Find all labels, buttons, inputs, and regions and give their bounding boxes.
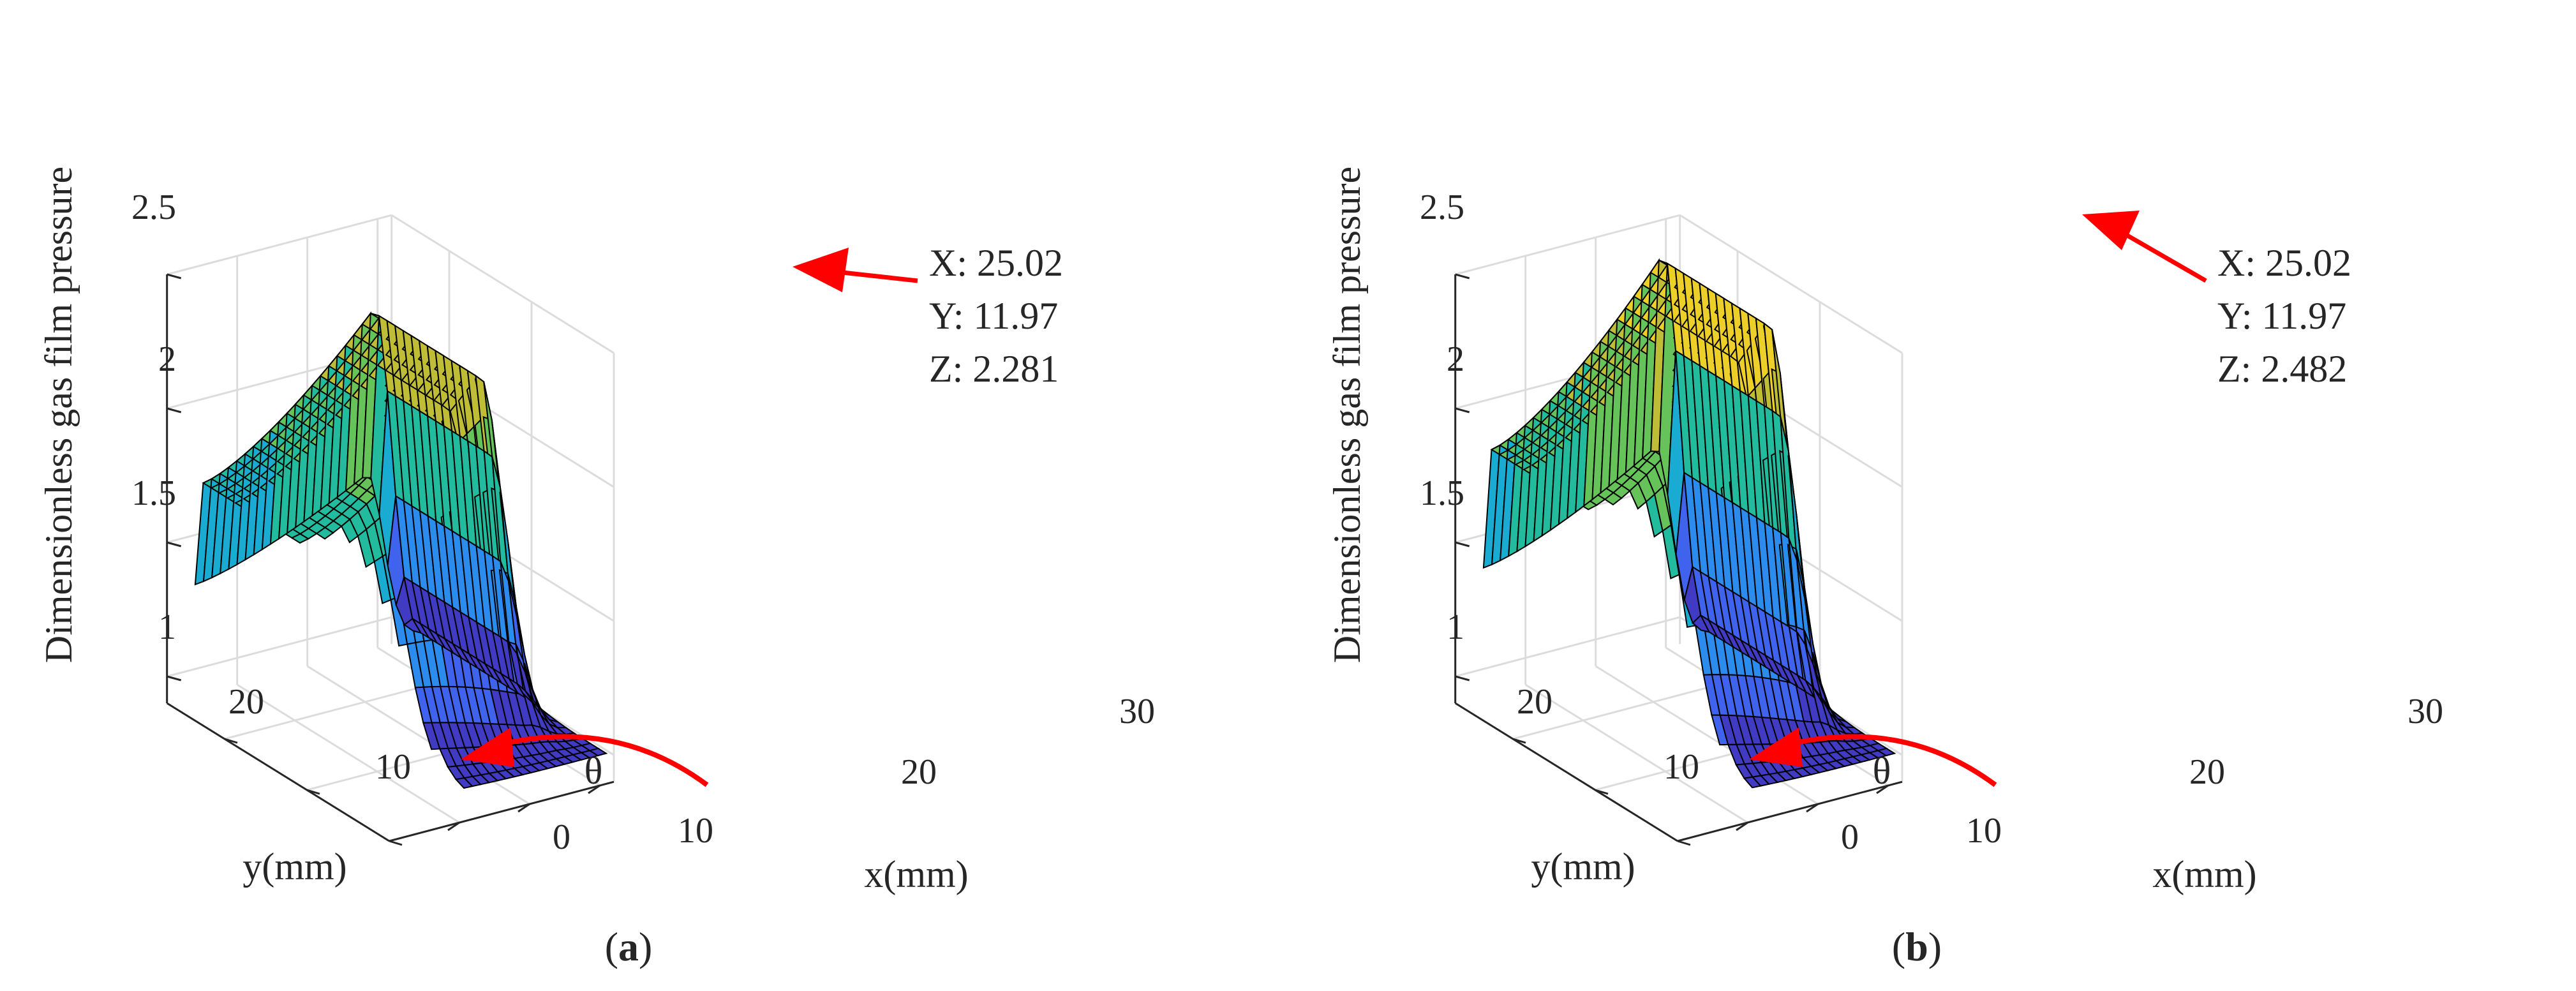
axes — [1454, 273, 1903, 846]
chart-panel-b: 1 1.5 2 2.5 10 20 30 0 10 20 Dimensionle… — [1288, 0, 2576, 991]
surface-mesh — [194, 311, 608, 789]
x-tick-mark — [1876, 784, 1889, 794]
x-tick-label: 10 — [1966, 811, 2002, 851]
panel-label: a — [618, 924, 639, 969]
theta-rotation-arrow — [1778, 734, 1997, 787]
y-tick-mark — [1677, 840, 1691, 846]
grid-line — [1455, 214, 1681, 276]
datatip-y: Y: 11.97 — [2217, 295, 2346, 337]
surface-cell — [1876, 747, 1896, 757]
z-tick-label: 2 — [1447, 339, 1464, 379]
z-tick-label: 1.5 — [1420, 473, 1464, 513]
z-tick-mark — [1455, 675, 1470, 682]
x-tick-label: 20 — [2189, 752, 2225, 792]
panel-label: b — [1905, 924, 1928, 969]
x-tick-label: 30 — [2408, 692, 2443, 731]
z-tick-label: 1 — [158, 607, 176, 647]
z-axis-label: Dimensionless gas film pressure — [38, 167, 80, 663]
z-tick-mark — [167, 541, 182, 548]
y-axis-label: y(mm) — [242, 846, 346, 888]
datatip-z: Z: 2.482 — [2217, 348, 2347, 390]
z-tick-mark — [1455, 541, 1470, 548]
y-tick-mark — [306, 789, 320, 795]
surface-cell — [588, 747, 608, 757]
x-tick-mark — [588, 784, 600, 794]
x-axis-label: x(mm) — [864, 853, 968, 895]
y-tick-label: 20 — [1517, 682, 1552, 722]
x-tick-mark — [1736, 821, 1748, 831]
x-tick-mark — [1806, 803, 1819, 813]
z-tick-label: 2.5 — [131, 188, 176, 227]
y-tick-mark — [224, 738, 238, 744]
grid-line — [1455, 616, 1681, 678]
y-axis-line — [166, 702, 390, 842]
theta-arrowhead — [1749, 727, 1803, 767]
chart-panel-a: 1 1.5 2 2.5 10 20 30 0 10 20 Dimensionle… — [38, 167, 1155, 969]
grid-line — [1512, 678, 1738, 740]
x-tick-label: 10 — [678, 811, 713, 851]
x-tick-mark — [517, 803, 530, 813]
surface-plot-a: 1 1.5 2 2.5 10 20 30 0 10 20 Dimensionle… — [38, 167, 1155, 969]
y-tick-label: 20 — [228, 682, 264, 722]
y-tick-label: 0 — [1841, 817, 1859, 857]
panel-caption-b: (b) — [1892, 924, 1942, 969]
z-tick-label: 2 — [158, 339, 176, 379]
z-tick-label: 1.5 — [131, 473, 176, 513]
z-tick-label: 2.5 — [1420, 188, 1464, 227]
z-tick-mark — [167, 675, 182, 682]
x-tick-label: 20 — [901, 752, 937, 792]
grid-line — [167, 214, 392, 276]
axes — [166, 273, 614, 846]
theta-rotation-arrow — [490, 734, 709, 787]
y-tick-label: 10 — [1664, 747, 1699, 787]
surface-plot-b: 1 1.5 2 2.5 10 20 30 0 10 20 Dimensionle… — [1326, 167, 2443, 969]
datatip-arrowhead — [2082, 211, 2140, 250]
y-axis-label: y(mm) — [1531, 846, 1635, 888]
datatip-y: Y: 11.97 — [929, 295, 1058, 337]
grid-line — [1524, 683, 1748, 824]
x-axis-line — [1677, 780, 1903, 842]
y-tick-mark — [389, 840, 403, 846]
grid-line — [224, 678, 450, 740]
grid-line — [167, 616, 392, 678]
z-tick-mark — [1455, 407, 1470, 414]
grid-line — [236, 683, 460, 824]
theta-label: θ — [1873, 750, 1891, 792]
x-tick-mark — [447, 821, 460, 831]
datatip-z: Z: 2.281 — [929, 348, 1059, 390]
surface-mesh — [1482, 258, 1896, 789]
panel-caption-a: (a) — [605, 924, 653, 969]
datatip-x: X: 25.02 — [2217, 242, 2351, 284]
z-tick-mark — [1455, 273, 1470, 279]
x-axis-line — [389, 780, 614, 842]
theta-label: θ — [584, 750, 603, 792]
z-axis-label: Dimensionless gas film pressure — [1326, 167, 1368, 663]
y-axis-line — [1454, 702, 1678, 842]
grid-line — [1679, 214, 1903, 354]
grid-line — [391, 214, 614, 354]
z-tick-label: 1 — [1447, 607, 1464, 647]
datatip-x: X: 25.02 — [929, 242, 1063, 284]
theta-arrowhead — [461, 727, 514, 767]
y-tick-mark — [1595, 789, 1609, 795]
y-tick-label: 10 — [375, 747, 411, 787]
datatip-arrowhead — [793, 248, 849, 292]
x-axis-label: x(mm) — [2152, 853, 2256, 895]
z-tick-mark — [167, 273, 182, 279]
y-tick-mark — [1512, 738, 1526, 744]
z-tick-mark — [167, 407, 182, 414]
x-tick-label: 30 — [1119, 692, 1155, 731]
y-tick-label: 0 — [553, 817, 570, 857]
